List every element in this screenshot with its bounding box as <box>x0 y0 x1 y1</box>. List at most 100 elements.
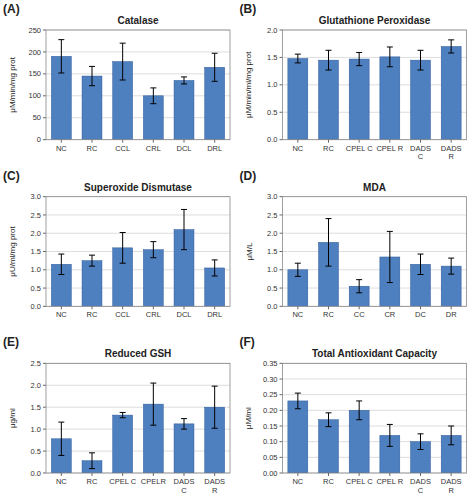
tick-mark <box>280 441 283 442</box>
tick-label: 100 <box>28 91 41 100</box>
tick-mark <box>43 95 46 96</box>
bar <box>380 57 400 140</box>
tick-mark <box>280 30 283 31</box>
tick-mark <box>43 30 46 31</box>
tick-label: NC <box>56 477 67 486</box>
tick-mark <box>328 140 329 143</box>
panel-label: (F) <box>240 335 255 349</box>
tick-label: 1.0 <box>267 80 277 89</box>
panel: (A)Catalase050100150200250μM/min/mg prot… <box>3 2 230 153</box>
tick-mark <box>122 306 123 309</box>
tick-mark <box>359 306 360 309</box>
tick-label: 0.00 <box>263 469 278 478</box>
tick-mark <box>43 473 46 474</box>
tick-mark <box>43 214 46 215</box>
tick-mark <box>280 288 283 289</box>
tick-label: NC <box>292 477 303 486</box>
tick-label: 0.20 <box>263 406 278 415</box>
grid-line <box>283 233 467 234</box>
grid-line <box>283 269 467 270</box>
tick-label: 0.15 <box>263 422 278 431</box>
tick-label: 0.5 <box>267 284 277 293</box>
bar <box>441 46 461 139</box>
bar <box>82 261 102 307</box>
tick-label: CPEL R <box>376 477 403 486</box>
tick-mark <box>92 306 93 309</box>
tick-label: 0.0 <box>31 302 41 311</box>
panel-label: (A) <box>3 2 20 16</box>
tick-label: CRL <box>146 144 161 153</box>
tick-mark <box>280 473 283 474</box>
panel-label: (E) <box>3 335 19 349</box>
grid-line <box>46 407 230 408</box>
tick-mark <box>280 251 283 252</box>
plot-area <box>51 40 224 140</box>
grid-line <box>283 379 467 380</box>
bar <box>174 424 194 473</box>
tick-mark <box>280 196 283 197</box>
panel-label: (C) <box>3 169 20 183</box>
tick-mark <box>214 140 215 143</box>
tick-mark <box>389 473 390 476</box>
bar <box>411 60 431 140</box>
grid-line <box>46 51 230 52</box>
title: Reduced GSH <box>105 348 172 359</box>
error-bar <box>120 412 126 417</box>
error-bar <box>295 263 301 276</box>
error-bar <box>387 424 393 446</box>
tick-mark <box>43 407 46 408</box>
tick-label: RC <box>87 310 98 319</box>
tick-mark <box>420 306 421 309</box>
tick-label: 2.0 <box>31 229 41 238</box>
tick-label: CPEL C <box>109 477 136 486</box>
error-bar <box>418 434 424 450</box>
tick-label: DR <box>446 310 457 319</box>
error-bar <box>387 231 393 282</box>
tick-mark <box>61 306 62 309</box>
error-bar <box>326 50 332 70</box>
bar <box>319 60 339 140</box>
tick-mark <box>280 363 283 364</box>
plot-area <box>51 209 224 306</box>
x-axis: NCRCCPEL CCPELRDADSCDADSR <box>56 473 225 495</box>
tick-mark <box>43 363 46 364</box>
plot-area <box>288 40 461 140</box>
tick-label: CPEL C <box>346 144 373 153</box>
title: Glutathione Peroxidase <box>319 15 431 26</box>
axis-label: μU/ml/mg prot <box>8 226 17 277</box>
x-axis: NCRCCCCRDCDR <box>292 306 457 319</box>
grid-line <box>46 429 230 430</box>
tick-mark <box>280 269 283 270</box>
tick-label: CCL <box>115 144 130 153</box>
tick-mark <box>43 51 46 52</box>
error-bar <box>120 232 126 263</box>
panel: (B)Glutathione Peroxidase0.00.51.01.52.0… <box>240 2 467 161</box>
tick-mark <box>43 251 46 252</box>
tick-label: 1.5 <box>31 247 41 256</box>
tick-label: NC <box>56 310 67 319</box>
title: Superoxide Dismutase <box>84 182 192 193</box>
grid-line <box>283 288 467 289</box>
tick-mark <box>420 473 421 476</box>
error-bar <box>150 383 156 425</box>
plot-frame <box>46 363 230 473</box>
grid-line <box>46 251 230 252</box>
tick-label: 0.35 <box>263 359 278 368</box>
tick-mark <box>451 306 452 309</box>
panel: (E)Reduced GSH0.00.51.01.52.02.5μg/mlNCR… <box>3 335 230 494</box>
y-axis: 0.00.51.01.52.02.53.0 <box>267 192 466 311</box>
error-bar <box>418 254 424 274</box>
tick-label: 2.5 <box>267 211 277 220</box>
error-bar <box>356 401 362 420</box>
plot-area <box>51 383 224 473</box>
grid-line <box>46 73 230 74</box>
error-bar <box>448 426 454 445</box>
axis-label: μg/ml <box>8 408 17 428</box>
tick-label: 2.5 <box>31 211 41 220</box>
axis-label: μM/ml <box>245 407 254 429</box>
tick-mark <box>43 196 46 197</box>
tick-mark <box>420 140 421 143</box>
tick-mark <box>92 473 93 476</box>
error-bar <box>181 209 187 249</box>
tick-label: 2.0 <box>267 229 277 238</box>
